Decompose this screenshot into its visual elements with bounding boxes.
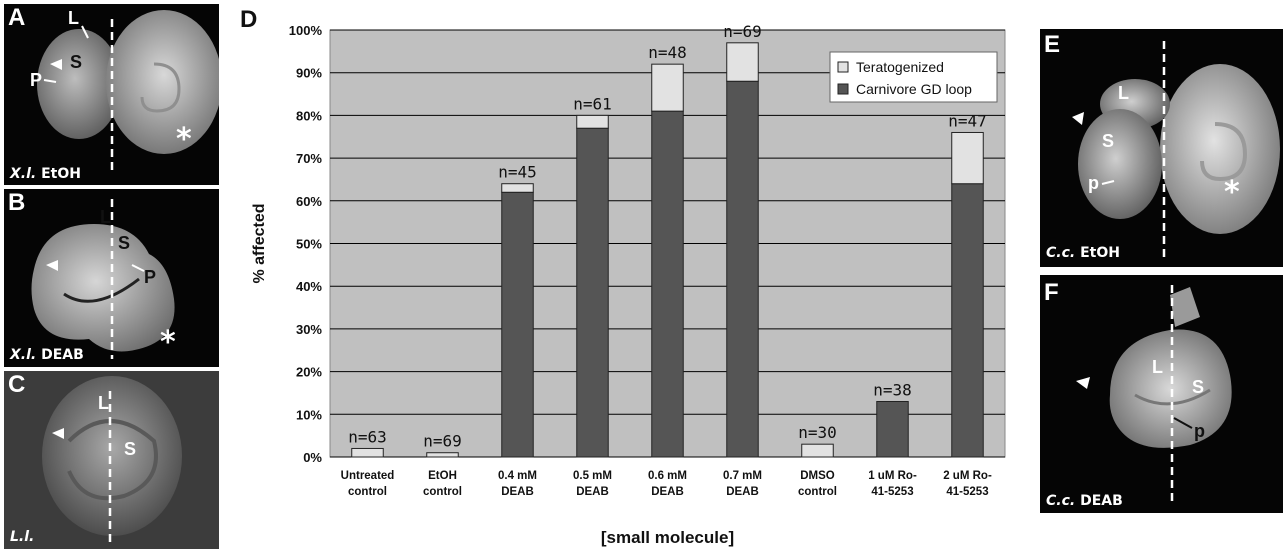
panel-f-species: C.c. DEAB <box>1046 493 1123 509</box>
bar-carnivore-7 <box>876 400 909 458</box>
n-label: n=63 <box>348 427 387 446</box>
panel-b-annotation-p: P <box>144 267 157 287</box>
panel-d-label: D <box>240 6 258 33</box>
panel-b-asterisk: * <box>160 325 176 360</box>
panel-a-annotation-p: P <box>30 70 43 90</box>
panel-a: A L S P * X.l. EtOH <box>4 4 219 185</box>
panel-c-annotation-s: S <box>124 439 137 459</box>
x-tick-label: 41-5253 <box>946 486 988 498</box>
legend-entry: Teratogenized <box>856 59 944 75</box>
panel-c-label: C <box>8 371 26 398</box>
n-label: n=61 <box>573 94 612 113</box>
x-tick-label: DEAB <box>576 486 609 498</box>
panel-c-image <box>42 376 182 547</box>
y-tick-label: 100% <box>289 23 323 38</box>
x-tick-label: DEAB <box>501 486 534 498</box>
y-tick-label: 30% <box>296 322 322 337</box>
panel-e-asterisk: * <box>1224 175 1240 210</box>
n-label: n=48 <box>648 43 687 62</box>
n-label: n=38 <box>873 380 912 399</box>
y-tick-label: 70% <box>296 151 322 166</box>
x-tick-label: 1 uM Ro- <box>868 470 917 482</box>
y-tick-label: 80% <box>296 108 322 123</box>
x-tick-label: DMSO <box>800 470 835 482</box>
x-tick-label: EtOH <box>428 470 457 482</box>
panel-f-label: F <box>1044 279 1059 306</box>
panel-f-annotation-p: p <box>1194 421 1205 441</box>
panel-a-species: X.l. EtOH <box>10 166 81 182</box>
panel-e-label: E <box>1044 31 1061 58</box>
x-tick-label: control <box>798 486 837 498</box>
bar-teratogenized-3 <box>576 114 609 129</box>
bar-teratogenized-0 <box>351 447 384 458</box>
panel-c-annotation-l: L <box>98 393 109 413</box>
bar-teratogenized-1 <box>426 452 459 458</box>
n-label: n=69 <box>723 22 762 41</box>
x-tick-label: control <box>423 486 462 498</box>
x-axis-title: [small molecule] <box>601 528 734 547</box>
panel-a-image <box>37 10 219 174</box>
panel-f: F L S p C.c. DEAB <box>1040 275 1283 513</box>
x-tick-label: 2 uM Ro- <box>943 470 992 482</box>
y-tick-label: 20% <box>296 365 322 380</box>
panel-e-annotation-s: S <box>1102 131 1115 151</box>
panel-c: C L S L.l. <box>4 371 219 549</box>
y-axis-title: % affected <box>251 203 268 283</box>
panel-e-annotation-p: p <box>1088 173 1099 193</box>
bar-teratogenized-4 <box>651 63 684 112</box>
x-tick-label: 0.5 mM <box>573 470 612 482</box>
y-tick-label: 60% <box>296 194 322 209</box>
panel-f-annotation-l: L <box>1152 357 1163 377</box>
panel-f-image <box>1076 285 1232 503</box>
x-tick-label: 0.4 mM <box>498 470 537 482</box>
panel-b-annotation-l: L <box>100 207 111 227</box>
x-tick-label: 0.7 mM <box>723 470 762 482</box>
x-tick-label: DEAB <box>651 486 684 498</box>
bar-carnivore-8 <box>951 183 984 458</box>
x-tick-label: control <box>348 486 387 498</box>
legend-entry: Carnivore GD loop <box>856 81 972 97</box>
bar-teratogenized-6 <box>801 443 834 458</box>
panel-a-annotation-s: S <box>70 52 83 72</box>
n-label: n=30 <box>798 423 837 442</box>
bar-teratogenized-5 <box>726 42 759 82</box>
y-tick-label: 40% <box>296 279 322 294</box>
stacked-bar-chart: 0% 10% 20% 30% 40% 50% 60% 70% 80% 90% 100% n=63 Unt… <box>251 22 1006 547</box>
legend-swatch <box>837 61 849 73</box>
panel-e: E L S p * C.c. EtOH <box>1040 29 1283 267</box>
n-label: n=69 <box>423 432 462 451</box>
y-tick-label: 50% <box>296 237 322 252</box>
n-label: n=45 <box>498 163 537 182</box>
x-tick-label: DEAB <box>726 486 759 498</box>
legend-box <box>829 51 998 103</box>
bar-carnivore-4 <box>651 110 684 458</box>
x-tick-label: 41-5253 <box>871 486 913 498</box>
bar-carnivore-2 <box>501 191 534 458</box>
panel-b-species: X.l. DEAB <box>10 347 84 363</box>
panel-a-asterisk: * <box>176 122 192 157</box>
panel-e-image <box>1072 41 1280 261</box>
panel-a-annotation-l: L <box>68 8 79 28</box>
panel-b: B L S P * X.l. DEAB <box>4 189 219 367</box>
bar-teratogenized-8 <box>951 131 984 185</box>
n-label: n=47 <box>948 111 987 130</box>
panel-c-species: L.l. <box>10 529 35 545</box>
y-tick-label: 10% <box>296 407 322 422</box>
panel-b-annotation-s: S <box>118 233 131 253</box>
x-tick-label: 0.6 mM <box>648 470 687 482</box>
panel-b-image <box>31 199 175 359</box>
legend-swatch <box>837 83 849 95</box>
panel-f-annotation-s: S <box>1192 377 1205 397</box>
panel-a-label: A <box>8 4 26 31</box>
bar-teratogenized-2 <box>501 183 534 193</box>
bar-carnivore-5 <box>726 80 759 458</box>
y-tick-label: 90% <box>296 66 322 81</box>
y-tick-label: 0% <box>303 450 322 465</box>
panel-e-annotation-l: L <box>1118 83 1129 103</box>
panel-e-species: C.c. EtOH <box>1046 245 1120 261</box>
bar-carnivore-3 <box>576 127 609 458</box>
panel-b-label: B <box>8 189 26 216</box>
x-tick-label: Untreated <box>341 470 395 482</box>
